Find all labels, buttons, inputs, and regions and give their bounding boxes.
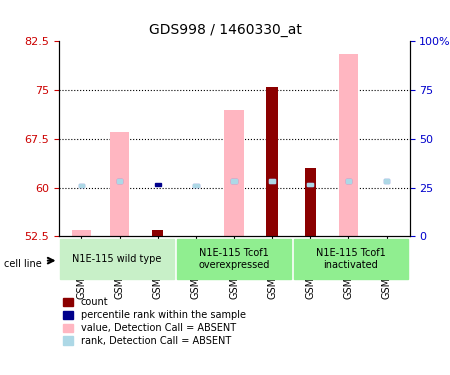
Bar bbox=[266, 87, 278, 236]
Bar bbox=[269, 179, 275, 183]
Text: N1E-115 wild type: N1E-115 wild type bbox=[72, 254, 162, 264]
Bar bbox=[117, 179, 122, 183]
Bar bbox=[346, 179, 351, 183]
Text: cell line: cell line bbox=[4, 260, 42, 269]
Bar bbox=[384, 179, 389, 183]
Bar bbox=[225, 110, 243, 236]
Bar bbox=[231, 179, 237, 183]
Bar bbox=[193, 184, 199, 187]
Bar bbox=[384, 179, 389, 183]
Bar bbox=[305, 168, 316, 236]
Bar bbox=[346, 179, 351, 183]
FancyBboxPatch shape bbox=[60, 238, 174, 279]
Bar bbox=[152, 230, 163, 236]
Text: N1E-115 Tcof1
inactivated: N1E-115 Tcof1 inactivated bbox=[316, 248, 386, 270]
FancyBboxPatch shape bbox=[294, 238, 408, 279]
Bar bbox=[193, 184, 199, 187]
Bar bbox=[72, 230, 91, 236]
Bar bbox=[307, 183, 313, 186]
FancyBboxPatch shape bbox=[177, 238, 291, 279]
Text: GDS998 / 1460330_at: GDS998 / 1460330_at bbox=[148, 23, 302, 37]
Legend: count, percentile rank within the sample, value, Detection Call = ABSENT, rank, : count, percentile rank within the sample… bbox=[63, 297, 246, 346]
Bar bbox=[155, 183, 161, 186]
Bar bbox=[231, 179, 237, 183]
Text: N1E-115 Tcof1
overexpressed: N1E-115 Tcof1 overexpressed bbox=[198, 248, 270, 270]
Bar bbox=[79, 184, 84, 187]
Bar bbox=[110, 132, 129, 236]
Bar bbox=[117, 179, 122, 183]
Bar bbox=[339, 54, 358, 236]
Bar bbox=[79, 184, 84, 187]
Bar bbox=[307, 183, 313, 186]
Bar bbox=[269, 179, 275, 183]
